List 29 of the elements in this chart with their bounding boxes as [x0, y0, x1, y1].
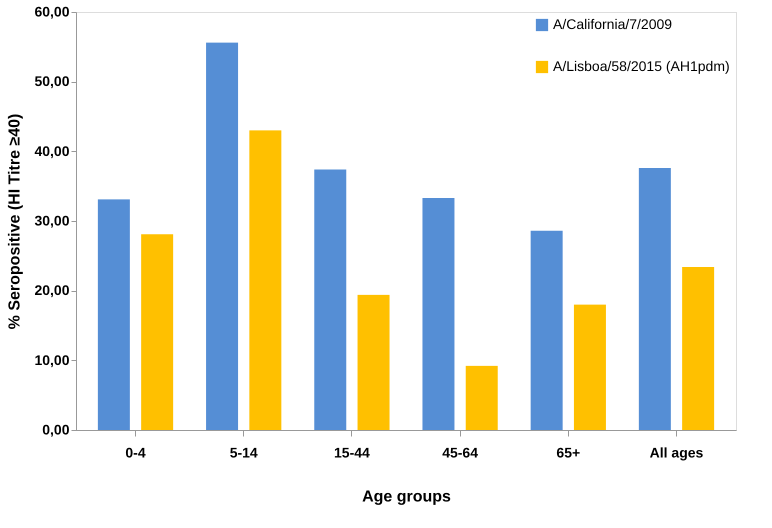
bar: [574, 304, 606, 430]
x-tick-label: All ages: [650, 444, 704, 460]
bar: [466, 366, 498, 430]
x-tick-label: 45-64: [442, 444, 478, 460]
legend-label: A/California/7/2009: [553, 16, 672, 32]
y-tick-label: 10,00: [34, 352, 70, 368]
x-tick-label: 5-14: [230, 444, 258, 460]
bar: [682, 266, 714, 430]
bar: [314, 169, 346, 430]
bar: [422, 198, 454, 430]
y-tick-label: 30,00: [34, 212, 70, 228]
x-axis-title: Age groups: [362, 488, 452, 506]
bar: [530, 230, 563, 430]
x-tick-label: 15-44: [334, 444, 370, 460]
x-tick-label: 65+: [556, 444, 580, 460]
x-tick-label: 0-4: [125, 444, 146, 460]
bar: [206, 42, 238, 430]
bar: [98, 199, 130, 430]
y-axis-title: % Seropositive (HI Titre ≥40): [6, 114, 24, 330]
y-tick-label: 60,00: [34, 4, 70, 20]
bar: [358, 294, 390, 430]
bar: [141, 234, 174, 430]
y-tick-label: 0,00: [42, 422, 70, 438]
bar: [249, 130, 282, 430]
y-tick-label: 20,00: [34, 282, 70, 298]
y-tick-label: 50,00: [34, 73, 70, 90]
bar: [638, 168, 671, 430]
legend-label: A/Lisboa/58/2015 (AH1pdm): [553, 58, 730, 74]
y-tick-label: 40,00: [34, 142, 70, 159]
